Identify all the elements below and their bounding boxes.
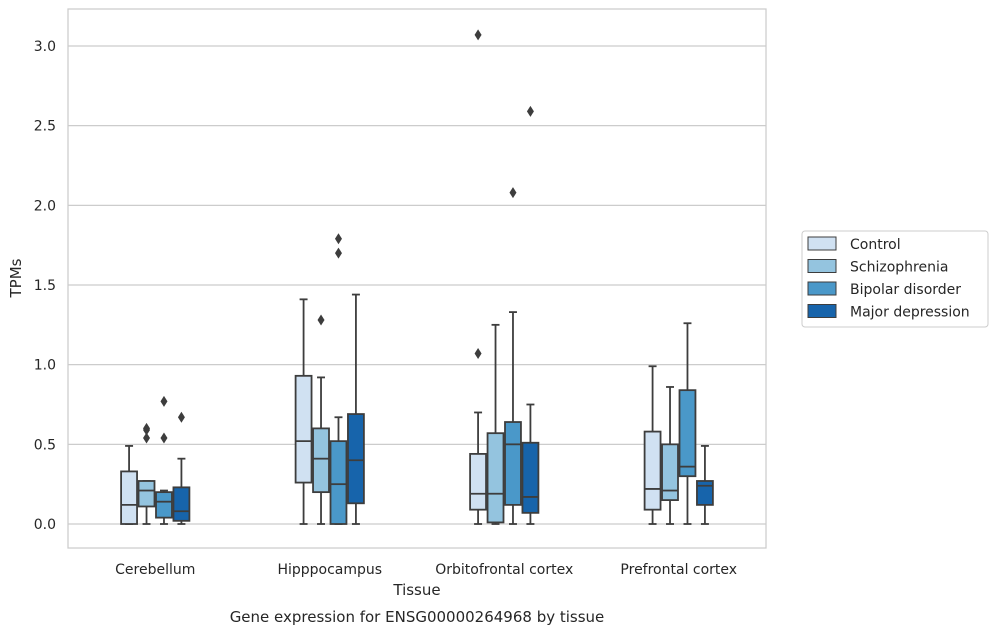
box-body bbox=[155, 491, 173, 519]
y-tick-label: 2.0 bbox=[34, 198, 56, 214]
box-schizophrenia bbox=[661, 386, 679, 525]
box-bipolar-disorder bbox=[678, 322, 697, 525]
x-tick-label: Hipppocampus bbox=[277, 562, 382, 578]
y-tick-label: 0.5 bbox=[34, 437, 56, 453]
legend-label: Control bbox=[850, 237, 901, 253]
box-control bbox=[643, 365, 662, 525]
box-bipolar-disorder bbox=[504, 187, 522, 525]
box-control bbox=[294, 298, 313, 525]
legend: Control Schizophrenia Bipolar disorder Majo… bbox=[801, 230, 989, 328]
legend-frame bbox=[801, 230, 989, 328]
box-schizophrenia bbox=[312, 314, 330, 525]
box-body bbox=[120, 470, 138, 525]
outlier-point bbox=[334, 247, 342, 259]
legend-label: Schizophrenia bbox=[850, 260, 948, 276]
outlier-point bbox=[509, 187, 517, 199]
legend-swatch bbox=[807, 259, 837, 273]
outlier-point bbox=[526, 105, 534, 117]
outlier-point bbox=[143, 432, 151, 444]
legend-swatch bbox=[807, 304, 837, 318]
box-body bbox=[504, 421, 522, 506]
x-axis-title: Tissue bbox=[392, 581, 440, 599]
y-tick-labels: 0.0 0.5 1.0 1.5 2.0 2.5 3.0 bbox=[34, 39, 56, 533]
box-body bbox=[643, 430, 662, 511]
chart-caption: Gene expression for ENSG00000264968 by t… bbox=[230, 608, 605, 626]
y-tick-label: 2.5 bbox=[34, 119, 56, 135]
outlier-point bbox=[317, 314, 325, 326]
box-body bbox=[312, 427, 330, 494]
outlier-point bbox=[177, 411, 185, 423]
y-tick-label: 3.0 bbox=[34, 39, 56, 55]
plot-frame bbox=[67, 8, 767, 549]
outlier-point bbox=[474, 348, 482, 360]
outlier-point bbox=[160, 432, 168, 444]
legend-swatch bbox=[807, 236, 837, 251]
box-body bbox=[172, 486, 191, 522]
x-tick-label: Orbitofrontal cortex bbox=[435, 562, 573, 578]
outlier-point bbox=[474, 29, 482, 41]
box-body bbox=[329, 440, 348, 525]
box-body bbox=[294, 374, 313, 484]
box-body bbox=[347, 413, 365, 505]
y-tick-label: 1.5 bbox=[34, 278, 56, 294]
outlier-point bbox=[143, 422, 151, 434]
box-bipolar-disorder bbox=[329, 233, 348, 525]
outlier-point bbox=[160, 395, 168, 407]
legend-label: Major depression bbox=[850, 305, 970, 321]
box-major-depression bbox=[521, 105, 540, 525]
legend-label: Bipolar disorder bbox=[850, 282, 961, 298]
box-body bbox=[469, 452, 487, 511]
box-schizophrenia bbox=[137, 422, 156, 525]
box-schizophrenia bbox=[486, 323, 505, 525]
box-body bbox=[696, 480, 714, 506]
box-body bbox=[678, 389, 697, 478]
box-control bbox=[469, 29, 487, 525]
box-major-depression bbox=[696, 445, 714, 525]
x-tick-label: Cerebellum bbox=[115, 562, 195, 578]
y-tick-label: 0.0 bbox=[34, 517, 56, 533]
box-bipolar-disorder bbox=[155, 395, 173, 525]
box-major-depression bbox=[347, 293, 365, 525]
y-tick-label: 1.0 bbox=[34, 358, 56, 374]
box-control bbox=[120, 445, 138, 525]
x-tick-label: Prefrontal cortex bbox=[620, 562, 737, 578]
gridlines bbox=[68, 45, 766, 525]
box-body bbox=[137, 480, 156, 508]
box-major-depression bbox=[172, 411, 191, 525]
plot-area bbox=[120, 29, 714, 525]
legend-swatch bbox=[807, 281, 837, 296]
box-body bbox=[661, 443, 679, 502]
y-axis-title: TPMs bbox=[7, 258, 25, 298]
outlier-point bbox=[334, 233, 342, 245]
box-body bbox=[521, 441, 540, 514]
x-tick-labels: Cerebellum Hipppocampus Orbitofrontal cort… bbox=[115, 562, 737, 578]
box-body bbox=[486, 432, 505, 524]
